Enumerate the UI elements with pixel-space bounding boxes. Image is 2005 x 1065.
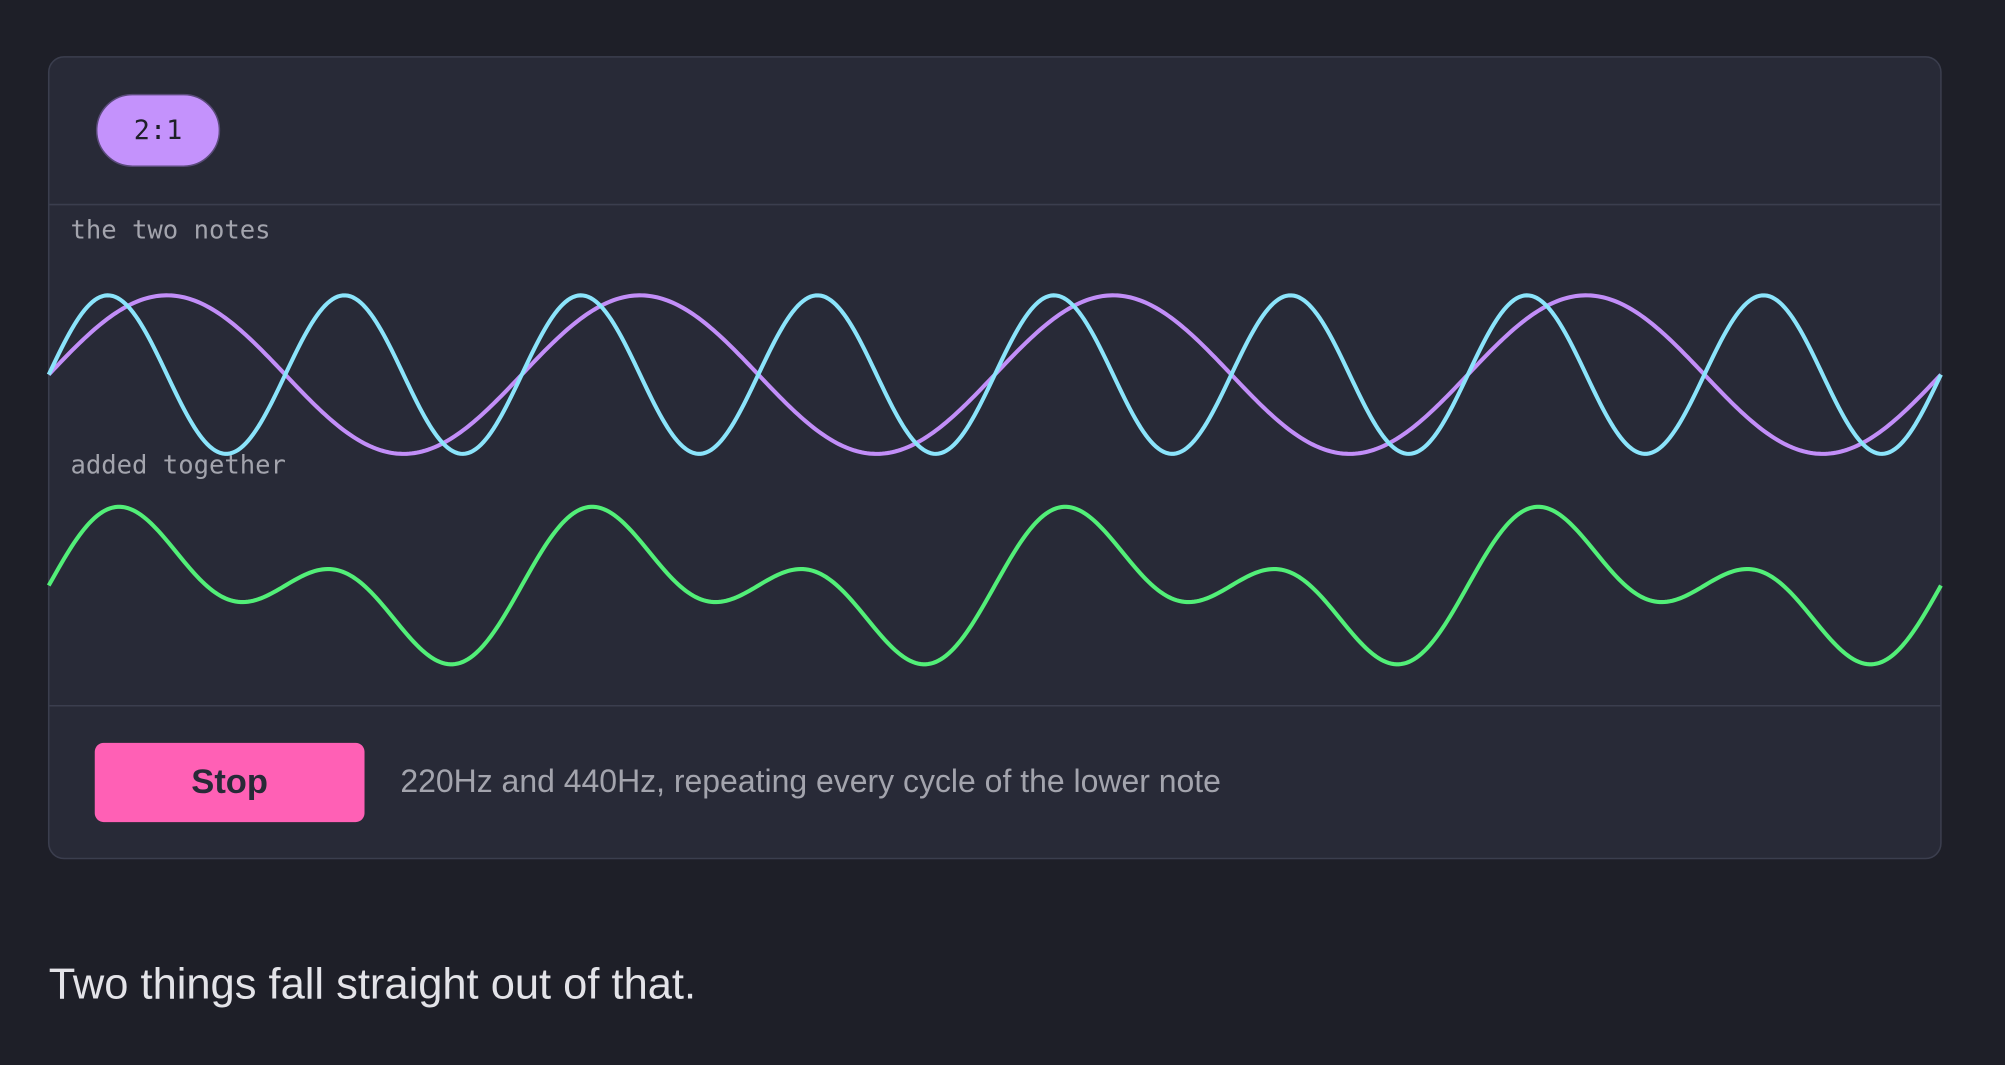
paragraph: Two things fall straight out of that.	[49, 960, 696, 1008]
wave-high	[46, 293, 1943, 456]
stop-button[interactable]: Stop	[94, 742, 365, 823]
card	[47, 56, 1942, 860]
ratio-button-bg[interactable]	[95, 93, 221, 167]
stop-button-label[interactable]: Stop	[191, 763, 268, 801]
ratio-button-label[interactable]: 2:1	[134, 115, 182, 146]
panel-label: the two notes	[70, 215, 270, 245]
stop-button-bg[interactable]	[94, 742, 365, 823]
caption: 220Hz and 440Hz, repeating every cycle o…	[400, 763, 1221, 799]
wave-sum	[46, 504, 1943, 667]
ratio-button[interactable]: 2:1	[95, 93, 221, 167]
panel-label: added together	[70, 451, 285, 481]
